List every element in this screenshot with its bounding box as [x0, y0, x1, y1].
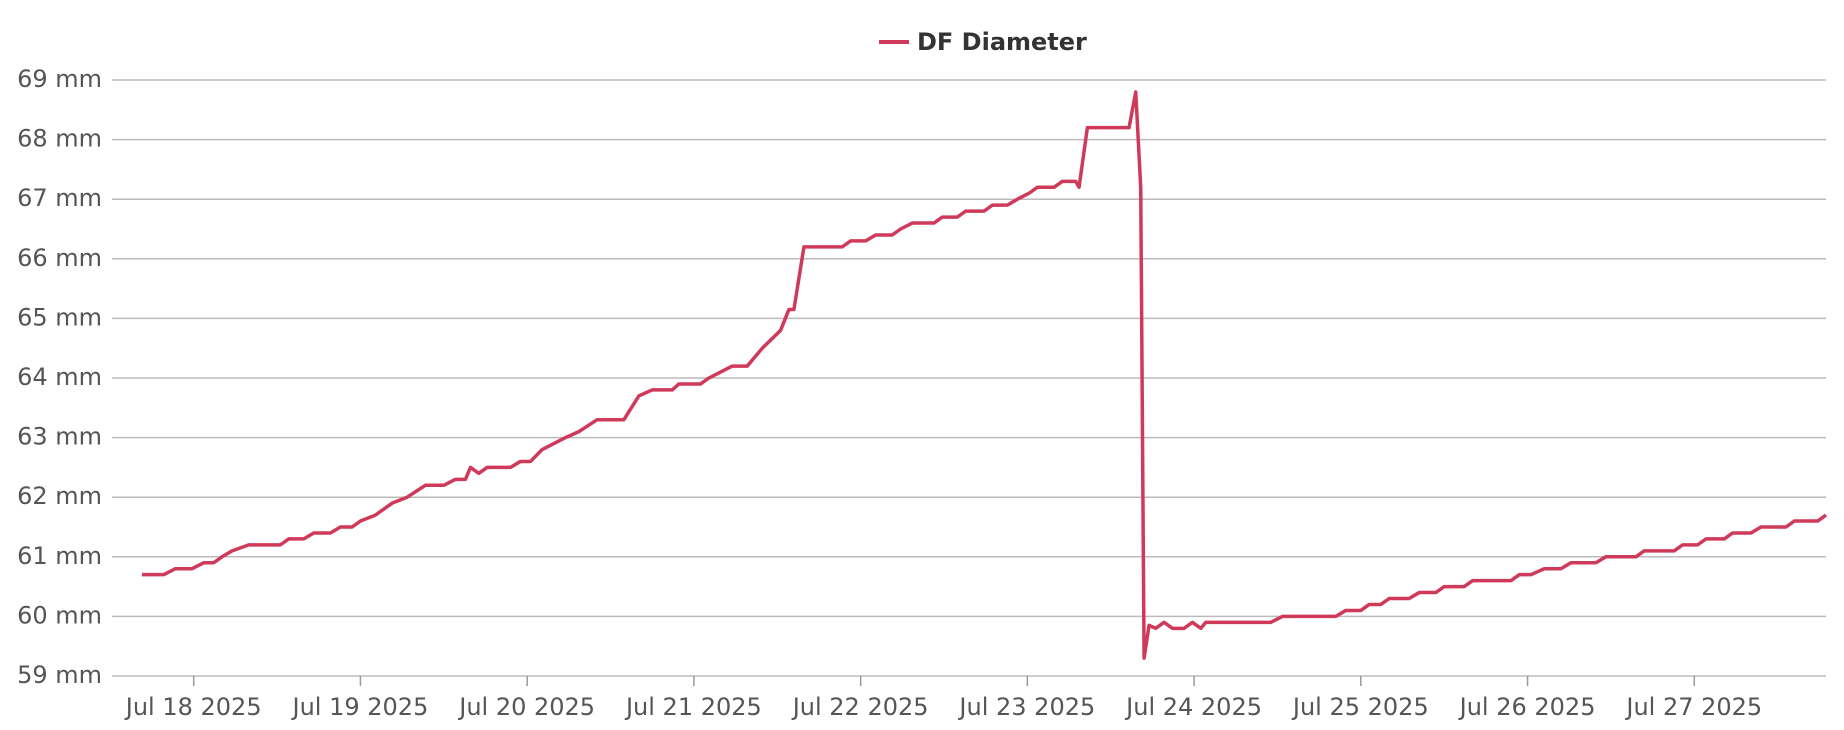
- data-line: [142, 90, 1828, 660]
- y-tick-label: 69 mm: [17, 65, 102, 93]
- y-tick-label: 66 mm: [17, 244, 102, 272]
- x-tick-label: Jul 27 2025: [1624, 693, 1762, 721]
- y-tick-label: 59 mm: [17, 661, 102, 689]
- y-tick-label: 63 mm: [17, 423, 102, 451]
- x-tick-label: Jul 24 2025: [1124, 693, 1262, 721]
- x-tick-label: Jul 19 2025: [291, 693, 429, 721]
- y-tick-label: 62 mm: [17, 482, 102, 510]
- y-tick-label: 65 mm: [17, 303, 102, 331]
- y-tick-label: 68 mm: [17, 125, 102, 153]
- x-tick-label: Jul 20 2025: [457, 693, 595, 721]
- x-tick-label: Jul 18 2025: [124, 693, 262, 721]
- y-tick-label: 61 mm: [17, 542, 102, 570]
- legend-text: DF Diameter: [917, 28, 1087, 56]
- y-tick-label: 67 mm: [17, 184, 102, 212]
- x-tick-label: Jul 26 2025: [1458, 693, 1596, 721]
- x-tick-label: Jul 25 2025: [1291, 693, 1429, 721]
- x-tick-label: Jul 21 2025: [624, 693, 762, 721]
- x-tick-label: Jul 22 2025: [791, 693, 929, 721]
- y-tick-label: 60 mm: [17, 601, 102, 629]
- x-tick-label: Jul 23 2025: [957, 693, 1095, 721]
- y-tick-label: 64 mm: [17, 363, 102, 391]
